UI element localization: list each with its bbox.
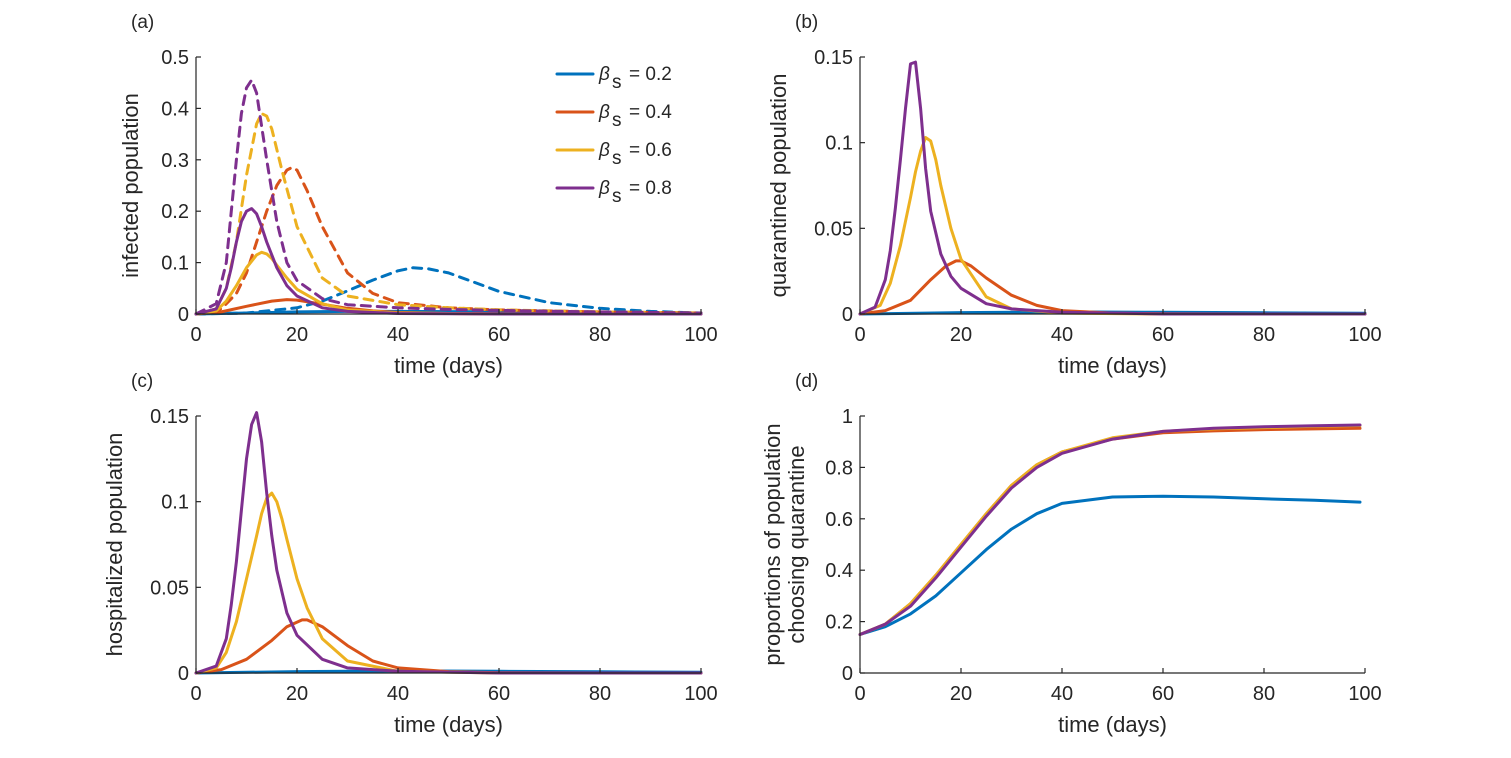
y-tick-label: 0.1 — [161, 492, 189, 514]
y-axis-label: infected population — [118, 93, 143, 278]
y-axis-label: proportions of population — [760, 423, 785, 665]
legend-item-4: β s = 0.8 — [555, 178, 672, 207]
y-tick-label: 0.8 — [825, 457, 853, 479]
legend-symbol: β — [598, 64, 610, 85]
series-group — [194, 78, 703, 316]
series-group — [858, 60, 1367, 316]
series-line-4 — [194, 411, 703, 675]
legend-item-2: β s = 0.4 — [555, 102, 672, 131]
x-tick-label: 20 — [286, 683, 308, 705]
x-axis-label: time (days) — [394, 353, 503, 378]
legend-value: = 0.6 — [629, 140, 672, 161]
y-tick-label: 0.15 — [150, 406, 189, 428]
legend-subscript: s — [612, 186, 622, 207]
y-tick-label: 0.1 — [825, 133, 853, 155]
y-tick-label: 0.05 — [814, 218, 853, 240]
legend-symbol: β — [598, 102, 610, 123]
legend-subscript: s — [612, 148, 622, 169]
series-line-4 — [858, 60, 1367, 316]
x-tick-label: 60 — [1152, 683, 1174, 705]
x-axis-label: time (days) — [1058, 712, 1167, 737]
series-line-3-dashed — [194, 112, 703, 316]
series-line-4 — [858, 423, 1362, 636]
y-tick-label: 0.3 — [161, 150, 189, 172]
legend-value: = 0.8 — [629, 178, 672, 199]
y-tick-label: 0 — [178, 663, 189, 685]
y-tick-label: 0.5 — [161, 47, 189, 69]
legend-value: = 0.2 — [629, 64, 672, 85]
series-line-4 — [194, 207, 703, 316]
legend-value: = 0.4 — [629, 102, 672, 123]
series-line-3 — [194, 250, 703, 316]
x-axis-label: time (days) — [1058, 353, 1167, 378]
panel-a: 0 20 40 60 80 100 0 0.1 0.2 0.3 0.4 0.5 time (days) i… — [118, 12, 718, 378]
panel-c: 0 20 40 60 80 100 0 0.05 0.1 0.15 time (days) hospi… — [102, 371, 718, 737]
x-tick-label: 20 — [950, 683, 972, 705]
series-line-1 — [858, 494, 1362, 636]
x-tick-label: 60 — [488, 683, 510, 705]
x-tick-label: 100 — [684, 683, 717, 705]
y-tick-label: 0.2 — [825, 612, 853, 634]
y-tick-label: 0.2 — [161, 201, 189, 223]
legend: β s = 0.2β s = 0.4β s = 0.6β s = 0.8 — [555, 64, 672, 207]
series-line-2 — [194, 618, 703, 675]
series-line-2 — [858, 426, 1362, 636]
panel-b: 0 20 40 60 80 100 0 0.05 0.1 0.15 time (days) quara… — [766, 12, 1382, 378]
series-line-1-dashed — [194, 266, 703, 316]
y-axis-label: quarantined population — [766, 74, 791, 298]
x-tick-label: 100 — [1348, 683, 1381, 705]
panel-label: (b) — [795, 12, 818, 33]
series-line-4-dashed — [194, 78, 703, 316]
y-tick-label: 0.6 — [825, 509, 853, 531]
x-tick-label: 40 — [1051, 683, 1073, 705]
y-tick-label: 1 — [842, 406, 853, 428]
x-tick-label: 100 — [684, 324, 717, 346]
series-line-3 — [858, 136, 1367, 316]
x-tick-label: 100 — [1348, 324, 1381, 346]
x-tick-label: 40 — [1051, 324, 1073, 346]
series-line-2 — [858, 259, 1367, 316]
y-tick-label: 0 — [178, 304, 189, 326]
y-tick-label: 0.1 — [161, 253, 189, 275]
panel-label: (d) — [795, 371, 818, 392]
x-tick-label: 20 — [950, 324, 972, 346]
y-tick-label: 0 — [842, 304, 853, 326]
x-tick-label: 20 — [286, 324, 308, 346]
x-tick-label: 0 — [190, 683, 201, 705]
series-line-3 — [194, 491, 703, 675]
x-tick-label: 40 — [387, 324, 409, 346]
y-tick-label: 0.4 — [161, 98, 189, 120]
y-tick-label: 0.05 — [150, 577, 189, 599]
legend-subscript: s — [612, 110, 622, 131]
legend-symbol: β — [598, 140, 610, 161]
y-tick-label: 0 — [842, 663, 853, 685]
legend-subscript: s — [612, 72, 622, 93]
panel-label: (a) — [131, 12, 154, 33]
x-tick-label: 80 — [589, 324, 611, 346]
series-group — [858, 423, 1362, 636]
panel-label: (c) — [131, 371, 153, 392]
x-tick-label: 40 — [387, 683, 409, 705]
x-tick-label: 80 — [1253, 683, 1275, 705]
x-axis-label: time (days) — [394, 712, 503, 737]
series-group — [194, 411, 703, 675]
legend-symbol: β — [598, 178, 610, 199]
x-tick-label: 0 — [854, 324, 865, 346]
series-line-3 — [858, 424, 1362, 636]
x-tick-label: 60 — [1152, 324, 1174, 346]
y-axis-label-line2: choosing quarantine — [784, 445, 809, 643]
x-tick-label: 0 — [854, 683, 865, 705]
legend-item-3: β s = 0.6 — [555, 140, 672, 169]
legend-item-1: β s = 0.2 — [555, 64, 672, 93]
x-tick-label: 60 — [488, 324, 510, 346]
x-tick-label: 80 — [589, 683, 611, 705]
x-tick-label: 0 — [190, 324, 201, 346]
x-tick-label: 80 — [1253, 324, 1275, 346]
y-tick-label: 0.15 — [814, 47, 853, 69]
y-tick-label: 0.4 — [825, 560, 853, 582]
y-axis-label: hospitalized population — [102, 433, 127, 657]
panel-d: 0 20 40 60 80 100 0 0.2 0.4 0.6 0.8 1 time (days) pro… — [760, 371, 1382, 737]
